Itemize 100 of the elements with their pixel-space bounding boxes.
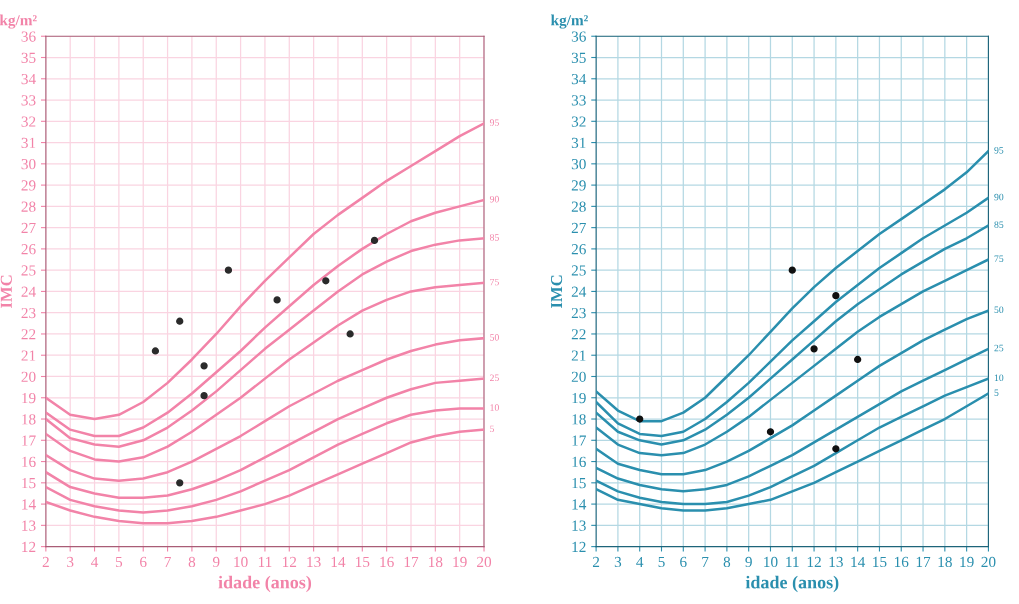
y-tick-label: 19 [22, 392, 36, 404]
series-label: 75 [994, 255, 1004, 262]
line-series [596, 347, 989, 493]
series-label: 95 [994, 146, 1004, 154]
y-tick-label: 33 [21, 95, 36, 106]
x-tick-label: 2 [42, 556, 49, 567]
y-tick-label: 28 [21, 201, 36, 212]
point [346, 330, 354, 338]
x-tick-label: 7 [702, 556, 709, 567]
y-tick-label: 25 [571, 265, 586, 276]
y-tick-label: 24 [21, 286, 36, 297]
y-tick-label: 12 [572, 541, 586, 552]
x-tick-label: 6 [680, 556, 687, 568]
y-tick-label: 24 [571, 286, 587, 297]
x-tick-label: 5 [658, 556, 665, 568]
x-tick-label: 12 [807, 556, 821, 567]
y-tick-label: 17 [22, 435, 36, 446]
x-tick-label: 17 [916, 556, 931, 567]
y-tick-label: 12 [22, 541, 36, 552]
series-label: 50 [490, 334, 499, 341]
y-tick-label: 13 [22, 520, 36, 531]
text: kg/m² [0, 14, 37, 29]
line-series [45, 407, 485, 514]
point [766, 428, 775, 436]
point [854, 355, 862, 364]
line-series [596, 258, 989, 457]
x-tick-label: 6 [140, 556, 147, 568]
y-axis-title: IMC [0, 275, 12, 308]
series-label: 75 [490, 278, 499, 286]
x-tick-label: 14 [851, 556, 866, 567]
point [810, 345, 818, 353]
x-tick-label: 9 [212, 556, 220, 568]
y-tick-label: 13 [572, 520, 586, 531]
x-tick-label: 18 [429, 556, 443, 568]
series-label: 85 [994, 221, 1004, 228]
y-tick-label: 22 [21, 329, 36, 340]
y-tick-label: 28 [571, 201, 586, 212]
x-tick-label: 11 [786, 556, 799, 567]
series-label: 10 [994, 374, 1004, 382]
point [636, 415, 644, 423]
x-tick-label: 19 [453, 556, 467, 568]
y-tick-label: 23 [21, 307, 36, 319]
y-tick-label: 15 [572, 478, 586, 489]
x-tick-label: 13 [307, 556, 321, 568]
y-tick-label: 27 [21, 222, 36, 233]
x-tick-label: 20 [981, 556, 996, 568]
y-tick-label: 33 [571, 95, 586, 106]
point [200, 362, 208, 370]
y-tick-label: 35 [571, 52, 586, 63]
series-label: 95 [489, 119, 499, 126]
x-tick-label: 4 [91, 556, 99, 567]
line-series [45, 281, 485, 463]
y-tick-label: 36 [571, 31, 586, 42]
series-label: 5 [490, 425, 495, 433]
x-tick-label: 8 [188, 556, 196, 568]
x-tick-label: 16 [380, 556, 394, 568]
y-tick-label: 29 [571, 180, 586, 191]
y-tick-label: 26 [21, 244, 36, 255]
point [370, 236, 379, 245]
y-tick-label: 19 [572, 392, 586, 404]
x-tick-label: 20 [477, 556, 492, 568]
x-tick-label: 5 [115, 556, 123, 568]
y-tick-label: 14 [572, 499, 587, 510]
point [151, 347, 160, 355]
x-tick-label: 14 [331, 556, 346, 567]
y-tick-label: 34 [21, 73, 36, 85]
y-tick-label: 35 [21, 52, 36, 63]
y-tick-label: 21 [21, 350, 36, 361]
x-tick-label: 17 [404, 556, 419, 567]
x-tick-label: 10 [764, 556, 778, 568]
line-series [596, 392, 989, 512]
y-tick-label: 32 [571, 116, 586, 127]
y-tick-label: 21 [571, 350, 586, 361]
x-tick-label: 4 [636, 556, 644, 567]
x-tick-label: 11 [258, 556, 272, 567]
y-tick-label: 25 [21, 265, 36, 276]
series-label: 5 [994, 389, 999, 396]
x-axis-title: idade (anos) [218, 575, 312, 593]
y-tick-label: 14 [22, 499, 36, 510]
y-tick-label: 18 [572, 414, 586, 425]
y-tick-label: 31 [21, 137, 36, 149]
series-label: 25 [994, 344, 1004, 352]
point [788, 266, 796, 274]
x-tick-label: 12 [282, 556, 297, 567]
y-tick-label: 16 [22, 456, 36, 468]
x-tick-label: 16 [894, 556, 909, 568]
point [176, 479, 184, 487]
y-axis-title: IMC [550, 275, 563, 308]
point [322, 277, 330, 285]
y-tick-label: 16 [572, 456, 586, 468]
x-tick-label: 15 [356, 556, 370, 568]
series-label: 90 [994, 193, 1004, 201]
x-tick-label: 10 [234, 556, 248, 568]
y-tick-label: 32 [21, 116, 36, 127]
x-tick-label: 15 [873, 556, 887, 568]
line-series [596, 149, 989, 423]
series-label: 50 [994, 306, 1004, 313]
y-tick-label: 26 [571, 244, 586, 255]
line-series [45, 377, 485, 499]
y-tick-label: 29 [21, 180, 36, 191]
